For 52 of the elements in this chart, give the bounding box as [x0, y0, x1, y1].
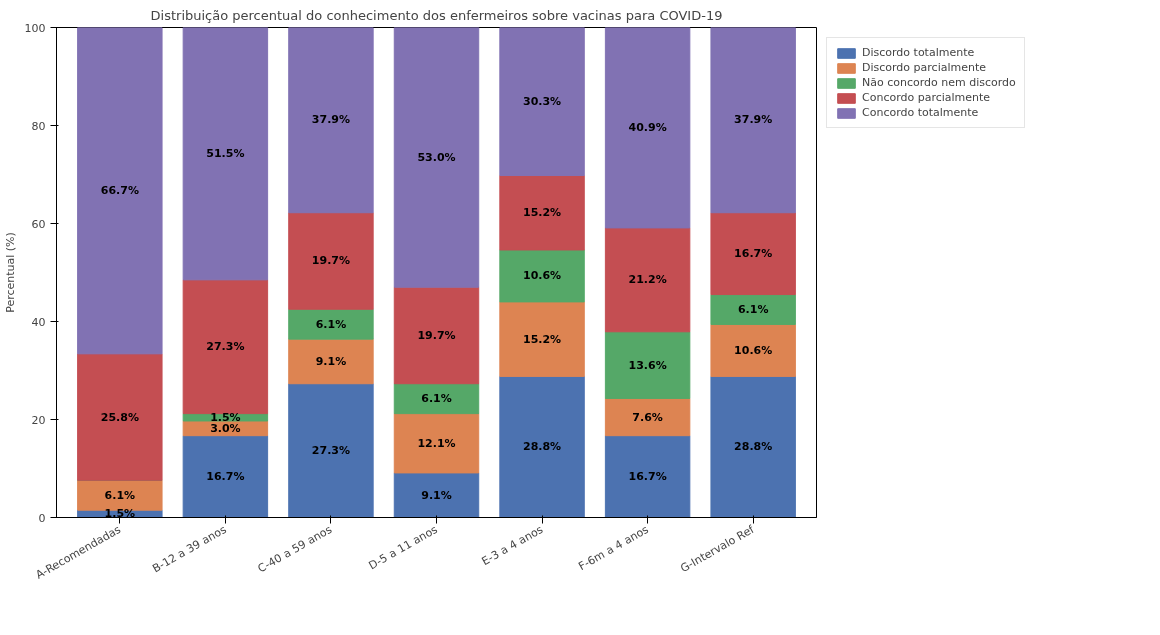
data-label: 16.7% — [734, 247, 773, 261]
data-label: 27.3% — [311, 444, 351, 458]
data-label: 37.9% — [311, 113, 351, 127]
data-label: 21.2% — [628, 273, 667, 287]
data-label: 3.0% — [210, 421, 241, 435]
x-tick-label: F-6m a 4 anos — [576, 522, 652, 574]
data-label: 9.1% — [315, 354, 347, 368]
data-label: 30.3% — [522, 94, 562, 108]
data-label: 6.1% — [104, 488, 136, 502]
data-label: 53.0% — [417, 150, 456, 164]
data-label: 28.8% — [522, 440, 562, 454]
legend-label: Não concordo nem discordo — [862, 76, 1016, 89]
data-label: 6.1% — [737, 302, 769, 316]
data-label: 25.8% — [100, 410, 139, 424]
x-tick-label: D-5 a 11 anos — [366, 522, 440, 573]
y-axis-title: Percentual (%) — [3, 232, 17, 313]
data-label: 15.2% — [522, 206, 562, 220]
data-label: 16.7% — [206, 470, 245, 484]
data-label: 7.6% — [632, 410, 663, 424]
data-label: 10.6% — [734, 343, 773, 357]
data-label: 12.1% — [417, 436, 456, 450]
data-label: 16.7% — [628, 470, 667, 484]
x-tick-label: B-12 a 39 anos — [150, 522, 229, 576]
data-label: 9.1% — [421, 488, 452, 502]
data-label: 1.5% — [104, 507, 136, 521]
data-label: 10.6% — [522, 269, 562, 283]
data-label: 27.3% — [206, 340, 245, 354]
data-label: 6.1% — [315, 317, 347, 331]
data-label: 19.7% — [311, 254, 351, 268]
legend-label: Discordo totalmente — [862, 46, 975, 59]
y-tick-label: 0 — [38, 511, 46, 525]
data-label: 40.9% — [628, 121, 667, 135]
data-label: 6.1% — [421, 392, 452, 406]
y-tick-label: 40 — [31, 315, 46, 329]
x-tick-label: C-40 a 59 anos — [255, 522, 335, 576]
data-label: 1.5% — [210, 410, 241, 424]
y-tick-label: 20 — [31, 413, 46, 427]
legend-label: Concordo totalmente — [862, 106, 979, 119]
y-tick-label: 80 — [31, 119, 46, 133]
legend-label: Discordo parcialmente — [862, 61, 987, 74]
data-label: 15.2% — [522, 332, 562, 346]
y-tick-label: 60 — [31, 217, 46, 231]
data-label: 13.6% — [628, 358, 667, 372]
y-tick-label: 100 — [24, 21, 46, 35]
legend-label: Concordo parcialmente — [862, 91, 991, 104]
data-label: 37.9% — [734, 113, 773, 127]
data-label: 66.7% — [100, 183, 139, 197]
chart-title: Distribuição percentual do conhecimento dos enfermeiros sobre vacinas para COVID-19 — [150, 7, 723, 23]
data-label: 51.5% — [206, 147, 245, 161]
data-label: 19.7% — [417, 328, 456, 342]
x-tick-label: E-3 a 4 anos — [479, 522, 546, 569]
data-label: 28.8% — [734, 440, 773, 454]
